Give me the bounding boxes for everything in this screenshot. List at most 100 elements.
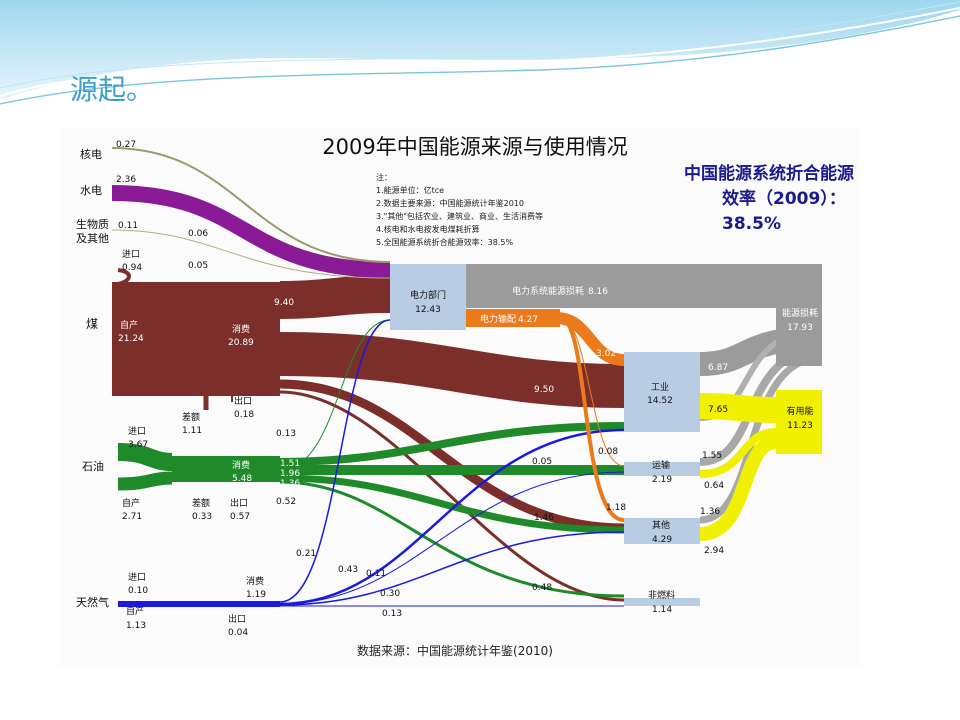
oil-diff-label: 差额 [192,497,210,509]
coal-own-label: 自产 [120,319,138,331]
coal-diff-value: 1.11 [182,426,202,436]
transport-node-label: 运输 [652,459,670,471]
slide-title: 源起。 [70,73,155,106]
useful-energy-label: 有用能 [786,405,813,417]
flow-label: 1.96 [280,469,300,479]
oil-own-value: 2.71 [122,512,142,522]
note-line: 注： [376,172,392,182]
oil-own-label: 自产 [122,497,140,509]
transport-node-value: 2.19 [652,475,672,485]
flow-label: 0.11 [366,569,386,579]
coal-to-power-ribbon [279,275,391,319]
source-label-gas: 天然气 [76,595,109,609]
flow-label: 0.06 [188,229,208,239]
power-sector-node [390,264,466,330]
coal-import-label: 进口 [122,249,140,260]
power-loss-value: 8.16 [588,287,608,297]
flow-label: 0.48 [532,583,552,593]
bio-value: 0.11 [118,221,138,231]
industry-node [624,352,700,432]
gas-to-power-ribbon [279,319,391,603]
flow-label: 1.51 [280,459,300,469]
nuclear-value: 0.27 [116,140,136,150]
flow-label: 0.52 [276,497,296,507]
oil-consume-label: 消费 [232,459,250,471]
oil-to-industry-ribbon [279,422,625,466]
gas-export-value: 0.04 [228,628,248,638]
callout-line-1: 中国能源系统折合能源 [684,164,854,184]
gas-export-label: 出口 [228,613,246,625]
energy-loss-node [776,300,822,366]
diagram-title: 2009年中国能源来源与使用情况 [322,135,627,159]
power-out-label: 电力输配 [480,313,516,325]
flow-label: 6.87 [708,363,728,373]
coal-export-label: 出口 [234,395,252,407]
note-line: 1.能源单位：亿tce [376,185,444,195]
oil-consume-value: 5.48 [232,474,252,484]
other-node-label: 其他 [652,519,670,531]
coal-to-industry-ribbon [279,332,625,408]
source-label-bio: 生物质 [76,217,109,231]
bio-ribbon [111,229,391,279]
flow-label: 0.13 [382,609,402,619]
note-line: 2.数据主要来源：中国能源统计年鉴2010 [376,198,524,208]
oil-stock-bar [172,456,280,482]
oil-own-ribbon [117,471,173,491]
gas-own-label: 自产 [126,605,144,617]
coal-to-other-ribbon [279,379,625,533]
coal-diff-label: 差额 [182,411,200,423]
gas-import-value: 0.10 [128,586,148,596]
flow-label: 1.36 [700,507,720,517]
callout-line-2: 效率（2009）： [722,189,846,209]
source-label-hydro: 水电 [80,184,102,197]
flow-label: 1.55 [702,451,722,461]
flow-label: 1.46 [534,513,554,523]
flow-label: 0.43 [338,565,358,575]
coal-own-value: 21.24 [118,334,144,344]
nuclear-ribbon [111,147,391,263]
nonfuel-node [624,598,700,606]
power-loss-label: 电力系统能源损耗 [512,285,584,297]
flow-label: 0.08 [598,447,618,457]
source-label-nuclear: 核电 [80,147,102,161]
other-node [624,518,700,544]
industry-node-label: 工业 [651,382,669,393]
coal-to-nonfuel-ribbon [279,390,625,602]
gas-to-transport-ribbon [279,471,625,605]
oil-to-other-ribbon [279,474,625,534]
note-line: 5.全国能源系统折合能源效率：38.5% [376,237,513,247]
useful-energy-value: 11.23 [787,421,813,431]
coal-consume-label: 消费 [232,323,250,335]
flow-label: 0.64 [704,481,724,491]
nonfuel-node-label: 非燃料 [648,589,675,601]
oil-import-ribbon [117,443,173,471]
coal-export-value: 0.18 [234,410,254,420]
elec-to-transport-ribbon [559,317,625,467]
flow-label: 9.40 [274,298,294,308]
gas-consume-value: 1.19 [246,590,266,600]
flow-label: 9.50 [534,385,554,395]
energy-loss-label: 能源损耗 [782,307,818,319]
source-label-oil: 石油 [82,459,104,473]
nonfuel-node-value: 1.14 [652,605,672,615]
oil-to-power-ribbon [279,319,391,471]
useful-ribbon-other [699,435,778,541]
flow-label: 0.05 [188,261,208,271]
source-label-bio-2: 及其他 [76,232,109,245]
hydro-ribbon [111,185,391,278]
source-label-coal: 煤 [86,317,98,331]
gas-consume-label: 消费 [246,575,264,587]
coal-import-value: 0.94 [122,263,142,273]
useful-ribbon-transport [699,428,777,478]
coal-consume-value: 20.89 [228,338,254,348]
efficiency-callout: 中国能源系统折合能源 效率（2009）： 38.5% [684,162,914,237]
flow-label: 0.13 [276,429,296,439]
flow-label: 7.65 [708,405,728,415]
flow-label: 1.36 [280,479,300,489]
oil-to-nonfuel-ribbon [279,480,625,598]
oil-diff-value: 0.33 [192,512,212,522]
industry-node-value: 14.52 [647,396,673,406]
coal-stock-bar [112,282,280,396]
